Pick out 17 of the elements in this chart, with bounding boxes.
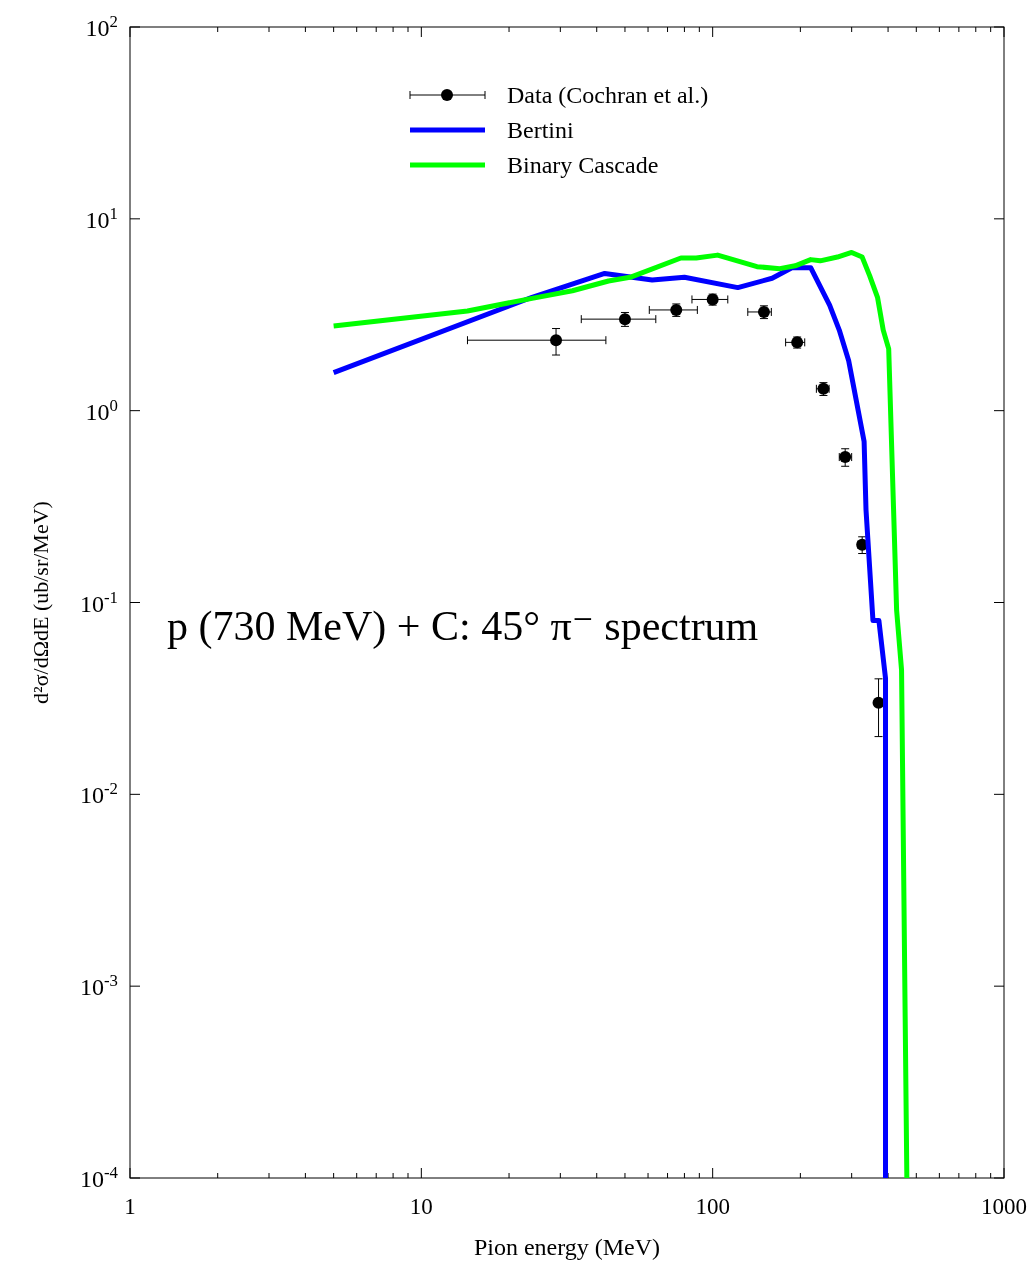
legend-label: Data (Cochran et al.) [507, 82, 709, 108]
y-tick-label: 10$^{-4}$ [80, 1162, 119, 1192]
y-tick-label: 10$^{-3}$ [80, 970, 118, 1001]
x-tick-label: 1 [124, 1194, 136, 1219]
x-tick-label: 100 [695, 1194, 730, 1219]
legend-label: Bertini [507, 117, 574, 143]
x-tick-label: 1000 [981, 1194, 1027, 1219]
y-tick-label: 10$^{2}$ [85, 11, 118, 41]
y-tick-label: 10$^{1}$ [85, 203, 118, 233]
y-tick-label: 10$^{-2}$ [80, 778, 118, 809]
y-tick-label: 10$^{0}$ [85, 395, 118, 425]
legend-label: Binary Cascade [507, 152, 659, 178]
annotation: p (730 MeV) + C: 45° π⁻ spectrum [167, 603, 759, 650]
x-axis-title: Pion energy (MeV) [473, 1234, 661, 1260]
x-tick-label: 10 [409, 1194, 433, 1219]
y-axis-title: d²σ/dΩdE (ub/sr/MeV) [28, 501, 53, 704]
y-tick-label: 10$^{-1}$ [80, 587, 118, 617]
